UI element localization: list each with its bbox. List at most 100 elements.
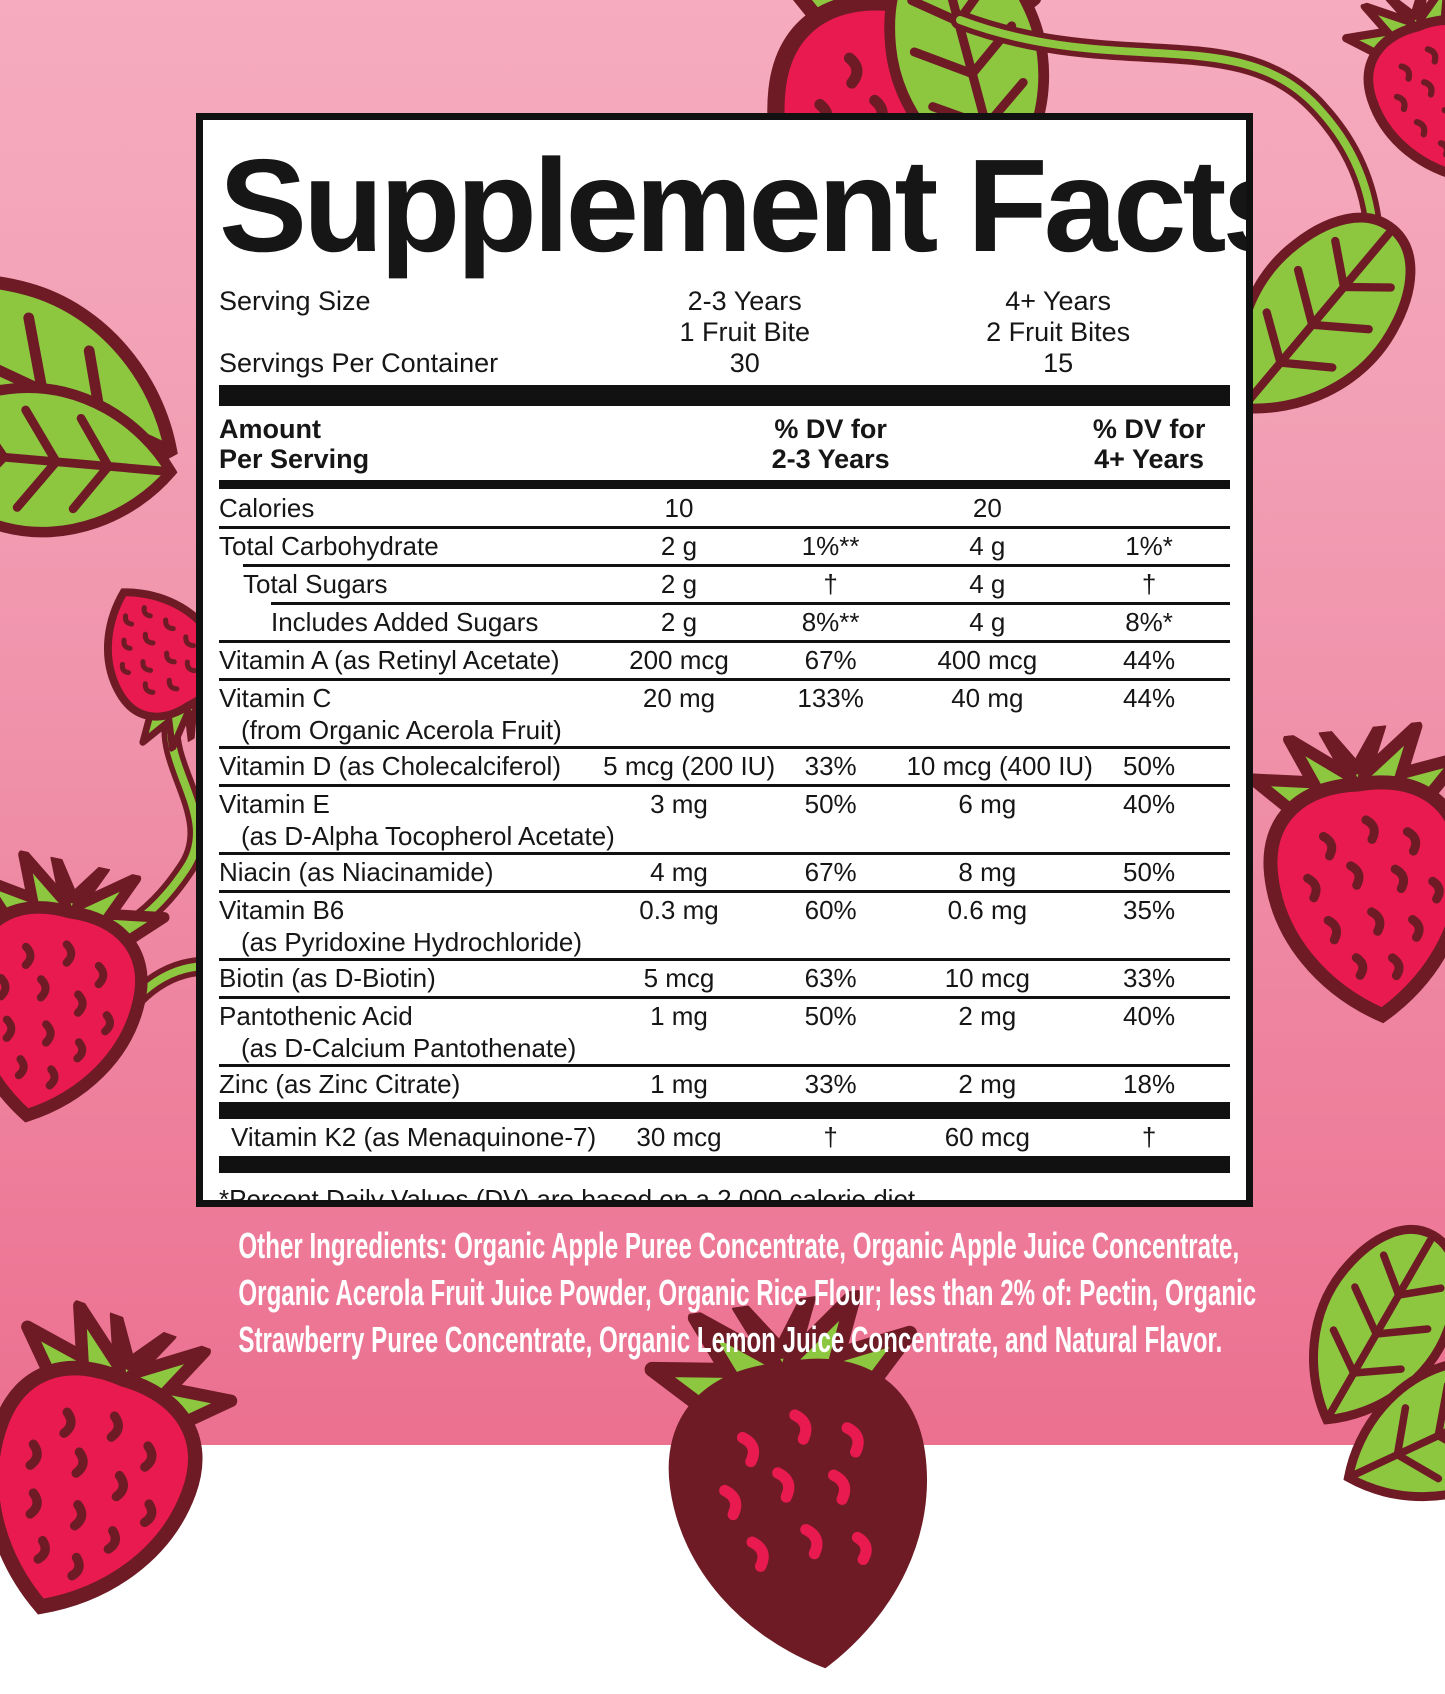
row-separator bbox=[219, 784, 1230, 787]
dv-2-3y: 50% bbox=[804, 789, 857, 819]
dv-2-3y: 50% bbox=[804, 1001, 857, 1031]
row-separator bbox=[219, 958, 1230, 961]
amount-2-3y: 5 mcg bbox=[643, 963, 715, 993]
nutrient-label: Calories bbox=[219, 493, 315, 523]
nutrient-label: Zinc (as Zinc Citrate) bbox=[219, 1069, 461, 1099]
nutrient-row: Niacin (as Niacinamide) 4 mg 67% 8 mg 50% bbox=[219, 855, 1230, 890]
row-separator bbox=[271, 602, 1230, 605]
row-separator bbox=[219, 640, 1230, 643]
nutrient-row: Vitamin E 3 mg 50% 6 mg 40% (as D-Alpha Tocop… bbox=[219, 787, 1230, 852]
row-separator bbox=[219, 678, 1230, 681]
row-separator bbox=[219, 526, 1230, 529]
ingredients-line: Organic Acerola Fruit Juice Powder, Orga… bbox=[238, 1272, 1257, 1313]
amount-2-3y: 20 mg bbox=[642, 683, 716, 713]
nutrient-rows: Calories 10 20 Total Carbohydrate 2 g 1%** 4 g… bbox=[219, 491, 1230, 1173]
nutrient-label: Vitamin A (as Retinyl Acetate) bbox=[219, 645, 560, 675]
ingredients-line: Strawberry Puree Concentrate, Organic Le… bbox=[238, 1319, 1223, 1360]
nutrient-label-line2: (as D-Calcium Pantothenate) bbox=[241, 1033, 577, 1063]
nutrient-label: Vitamin E bbox=[219, 789, 330, 819]
divider-bar bbox=[219, 385, 1230, 406]
nutrient-row: Vitamin K2 (as Menaquinone-7) 30 mcg † 60 m… bbox=[219, 1119, 1230, 1156]
amount-2-3y: 2 g bbox=[660, 569, 698, 599]
amount-4y: 6 mg bbox=[958, 789, 1017, 819]
dv-4y: 8%* bbox=[1125, 607, 1173, 637]
nutrient-row: Vitamin A (as Retinyl Acetate) 200 mcg 67%… bbox=[219, 643, 1230, 678]
amount-header-line2: Per Serving bbox=[219, 444, 370, 474]
section-bar bbox=[219, 1102, 1230, 1119]
dv-2-3y: 67% bbox=[804, 645, 857, 675]
dv-2-3y: 63% bbox=[804, 963, 857, 993]
amount-2-3y: 10 bbox=[664, 493, 694, 523]
amount-4y: 40 mg bbox=[951, 683, 1024, 713]
divider-bar bbox=[219, 480, 1230, 489]
dv1-header-line1: % DV for bbox=[774, 414, 887, 444]
nutrient-row: Calories 10 20 bbox=[219, 491, 1230, 526]
dv-4y: 40% bbox=[1123, 789, 1176, 819]
supplement-facts-panel: Supplement Facts Serving Size 2-3 Years … bbox=[196, 113, 1253, 1207]
nutrient-row: Vitamin C 20 mg 133% 40 mg 44% (from Organic … bbox=[219, 681, 1230, 746]
nutrient-label: Niacin (as Niacinamide) bbox=[219, 857, 494, 887]
row-separator bbox=[219, 1064, 1230, 1067]
amount-2-3y: 5 mcg (200 IU) bbox=[603, 751, 776, 781]
amount-4y: 2 mg bbox=[958, 1001, 1017, 1031]
row-separator bbox=[219, 746, 1230, 749]
nutrient-row: Zinc (as Zinc Citrate) 1 mg 33% 2 mg 18% bbox=[219, 1067, 1230, 1102]
dv-4y bbox=[1068, 492, 1230, 525]
amount-4y: 60 mcg bbox=[944, 1122, 1030, 1152]
dv-2-3y: 60% bbox=[804, 895, 857, 925]
servings-per-container-row: Servings Per Container 30 15 bbox=[219, 348, 1230, 379]
table-header: Amount Per Serving % DV for 2-3 Years % … bbox=[219, 406, 1230, 480]
dv-4y: 1%* bbox=[1125, 531, 1173, 561]
panel-title: Supplement Facts bbox=[219, 132, 1253, 279]
amount-2-3y: 3 mg bbox=[650, 789, 708, 819]
dv-4y: 18% bbox=[1123, 1069, 1176, 1099]
amount-4y: 8 mg bbox=[958, 857, 1017, 887]
serving-size-row: Serving Size 2-3 Years 4+ Years bbox=[219, 286, 1230, 317]
amount-4y: 20 bbox=[972, 493, 1002, 523]
nutrient-row: Pantothenic Acid 1 mg 50% 2 mg 40% (as D-Calc… bbox=[219, 999, 1230, 1064]
nutrient-label-line2: (as D-Alpha Tocopherol Acetate) bbox=[241, 821, 615, 851]
nutrient-row: Total Sugars 2 g † 4 g † bbox=[219, 567, 1230, 602]
row-separator bbox=[219, 890, 1230, 893]
dv-2-3y: † bbox=[823, 569, 838, 599]
nutrient-label-line2: (as Pyridoxine Hydrochloride) bbox=[241, 927, 583, 957]
dv-2-3y: 67% bbox=[804, 857, 857, 887]
leaf-icon bbox=[0, 362, 186, 559]
amount-4y: 400 mcg bbox=[937, 645, 1038, 675]
nutrient-label: Vitamin D (as Cholecalciferol) bbox=[219, 751, 561, 781]
amount-2-3y: 2 g bbox=[660, 607, 698, 637]
age-group-1: 2-3 Years bbox=[687, 286, 802, 316]
amount-2-3y: 1 mg bbox=[650, 1069, 708, 1099]
dv-4y: † bbox=[1141, 569, 1157, 599]
amount-4y: 10 mcg (400 IU) bbox=[906, 751, 1093, 781]
amount-4y: 4 g bbox=[969, 531, 1006, 561]
dv-2-3y: 33% bbox=[804, 751, 857, 781]
serving-amount-2: 2 Fruit Bites bbox=[986, 317, 1131, 347]
amount-2-3y: 1 mg bbox=[650, 1001, 708, 1031]
dv-2-3y: 8%** bbox=[801, 607, 860, 637]
amount-4y: 10 mcg bbox=[944, 963, 1030, 993]
amount-header-line1: Amount bbox=[219, 414, 321, 444]
dv-4y: 50% bbox=[1123, 751, 1176, 781]
amount-2-3y: 30 mcg bbox=[636, 1122, 722, 1152]
dv-4y: † bbox=[1141, 1122, 1157, 1152]
serving-amount-row: 1 Fruit Bite 2 Fruit Bites bbox=[219, 317, 1230, 348]
footnote-1: *Percent Daily Values (DV) are based on … bbox=[219, 1184, 923, 1207]
nutrient-label: Vitamin B6 bbox=[219, 895, 345, 925]
serving-amount-1: 1 Fruit Bite bbox=[679, 317, 810, 347]
serving-size-label: Serving Size bbox=[219, 286, 371, 316]
nutrient-row: Includes Added Sugars 2 g 8%** 4 g 8%* bbox=[219, 605, 1230, 640]
dv-2-3y: 33% bbox=[804, 1069, 857, 1099]
amount-2-3y: 200 mcg bbox=[629, 645, 729, 675]
dv-4y: 44% bbox=[1123, 645, 1176, 675]
servings-per-container-label: Servings Per Container bbox=[219, 348, 499, 378]
nutrient-row: Biotin (as D-Biotin) 5 mcg 63% 10 mcg 33% bbox=[219, 961, 1230, 996]
nutrient-row: Vitamin B6 0.3 mg 60% 0.6 mg 35% (as Pyridoxi… bbox=[219, 893, 1230, 958]
dv-2-3y: 1%** bbox=[801, 531, 860, 561]
amount-4y: 0.6 mg bbox=[947, 895, 1028, 925]
footnotes: *Percent Daily Values (DV) are based on … bbox=[219, 1183, 1230, 1207]
age-group-2: 4+ Years bbox=[1005, 286, 1112, 316]
strawberry-icon bbox=[1233, 716, 1445, 1039]
amount-2-3y: 4 mg bbox=[650, 857, 708, 887]
dv-4y: 35% bbox=[1123, 895, 1176, 925]
